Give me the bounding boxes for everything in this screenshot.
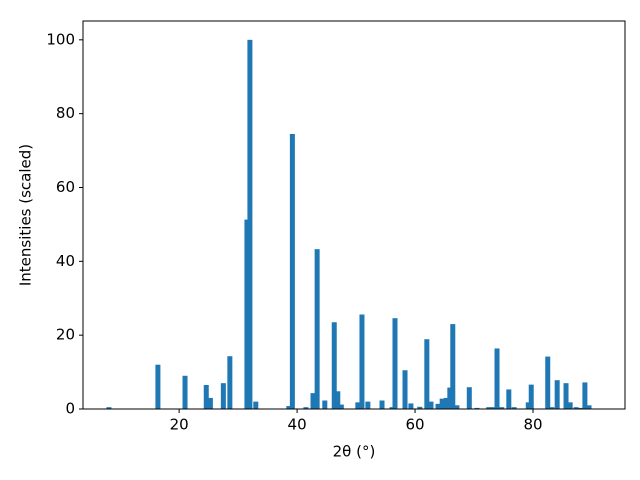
bar	[402, 370, 408, 409]
bar	[567, 402, 573, 409]
x-tick-label: 60	[405, 416, 424, 434]
bar	[424, 339, 430, 409]
y-tick-label: 80	[56, 104, 75, 122]
y-tick-label: 100	[46, 30, 75, 48]
bar	[490, 407, 496, 409]
bar	[335, 391, 341, 409]
bar	[203, 385, 209, 409]
bar	[494, 348, 500, 409]
bar	[227, 356, 233, 409]
bar	[355, 402, 361, 409]
bar	[359, 314, 365, 409]
bar	[286, 406, 292, 409]
bar	[586, 405, 592, 409]
bar	[577, 407, 583, 409]
plot-frame	[82, 20, 626, 410]
bar	[310, 393, 316, 409]
bar	[447, 387, 453, 409]
bar	[314, 249, 320, 409]
bar	[207, 397, 213, 409]
bar	[331, 322, 337, 409]
bar	[338, 404, 344, 409]
y-tick-label: 20	[56, 326, 75, 344]
bar	[528, 384, 534, 409]
bar	[511, 407, 517, 409]
bar	[525, 402, 531, 409]
x-axis-label: 2θ (°)	[333, 443, 376, 461]
x-tick-label: 20	[170, 416, 189, 434]
x-tick-label: 80	[523, 416, 542, 434]
bar	[554, 380, 560, 409]
bar	[582, 382, 588, 409]
bar	[573, 407, 579, 409]
y-tick-label: 60	[56, 178, 75, 196]
bar	[549, 407, 555, 409]
bar	[247, 39, 253, 409]
bar	[466, 387, 472, 409]
bar	[182, 375, 188, 409]
bar	[417, 406, 423, 409]
bar	[435, 403, 441, 409]
bar	[379, 400, 385, 409]
bar	[439, 398, 445, 409]
bar	[106, 407, 112, 409]
bar	[408, 403, 414, 409]
bar	[499, 407, 505, 409]
bar	[428, 401, 434, 409]
bar	[365, 401, 371, 409]
bar	[244, 219, 250, 409]
bar	[303, 407, 309, 409]
bar	[506, 389, 512, 409]
y-axis-label: Intensities (scaled)	[17, 144, 35, 286]
bar	[392, 318, 398, 409]
bar	[389, 407, 395, 409]
bar	[563, 383, 569, 409]
bar	[322, 400, 328, 409]
bar	[220, 383, 226, 409]
bar	[155, 364, 161, 409]
bar	[545, 356, 551, 409]
y-tick-label: 40	[56, 252, 75, 270]
bar	[486, 407, 492, 409]
bar	[443, 397, 449, 409]
bar	[474, 407, 480, 409]
bar	[454, 405, 460, 409]
bar	[450, 324, 456, 409]
y-tick-label: 0	[65, 400, 75, 418]
bar	[253, 401, 259, 409]
x-tick-label: 40	[288, 416, 307, 434]
bar	[289, 133, 295, 409]
